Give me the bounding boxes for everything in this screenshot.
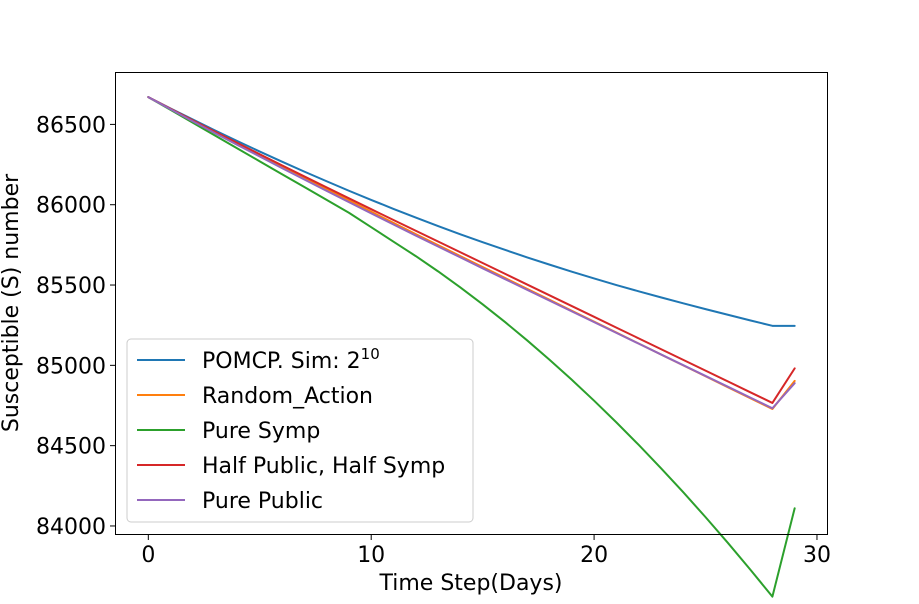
series-line-1	[147, 96, 796, 327]
series-line-5	[147, 96, 796, 410]
x-tick-label: 10	[357, 543, 385, 568]
legend-label-1: POMCP. Sim: 210	[202, 345, 380, 374]
y-tick-label: 85000	[36, 354, 106, 379]
plot-layer	[147, 96, 796, 598]
legend-box	[126, 338, 474, 523]
x-tick-label: 30	[803, 543, 831, 568]
y-tick-label: 85500	[36, 274, 106, 299]
series-line-4	[147, 96, 796, 404]
x-axis: 0 10 20 30	[141, 534, 831, 568]
y-axis-label: Susceptible (S) number	[0, 173, 24, 432]
legend-label-5: Pure Public	[202, 489, 323, 514]
legend-label-4: Half Public, Half Symp	[202, 454, 445, 479]
legend-label-3: Pure Symp	[202, 419, 320, 444]
series-line-3	[147, 96, 796, 598]
x-tick-label: 0	[141, 543, 155, 568]
plot-frame	[115, 72, 828, 535]
legend: POMCP. Sim: 210 Random_Action Pure Symp Hal…	[126, 338, 474, 523]
x-tick-label: 20	[580, 543, 608, 568]
y-tick-label: 84500	[36, 435, 106, 460]
y-tick-label: 86500	[36, 113, 106, 138]
x-axis-label: Time Step(Days)	[379, 571, 563, 596]
y-tick-label: 84000	[36, 515, 106, 540]
y-tick-label: 86000	[36, 194, 106, 219]
y-axis: 84000 84500 85000 85500 86000 86500	[36, 113, 116, 540]
legend-label-2: Random_Action	[202, 384, 373, 409]
